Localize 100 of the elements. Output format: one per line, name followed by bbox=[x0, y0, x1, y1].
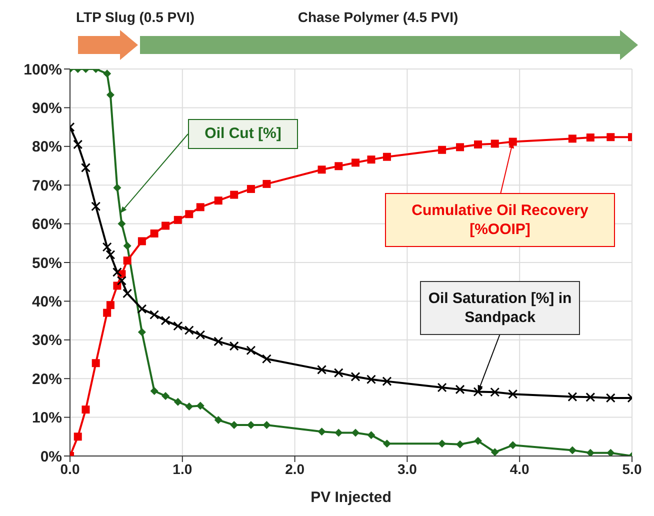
text: Cumulative Oil Recovery [%OOIP] bbox=[410, 200, 590, 240]
point bbox=[106, 250, 116, 260]
point bbox=[473, 387, 483, 397]
point bbox=[474, 436, 482, 445]
point bbox=[334, 428, 343, 437]
point bbox=[123, 242, 132, 250]
point bbox=[162, 222, 170, 230]
point bbox=[150, 229, 158, 238]
point bbox=[162, 392, 170, 400]
y-tick-label: 10% bbox=[32, 410, 62, 427]
y-tick-label: 0% bbox=[40, 448, 62, 466]
point bbox=[112, 267, 122, 277]
point bbox=[174, 216, 182, 224]
point bbox=[262, 354, 272, 364]
y-tick-label: 50% bbox=[32, 254, 62, 272]
point bbox=[106, 90, 114, 99]
point bbox=[230, 190, 238, 199]
point bbox=[113, 282, 122, 290]
point bbox=[262, 421, 271, 430]
point bbox=[113, 184, 122, 192]
text: LTP Slug (0.5 PVI) bbox=[76, 9, 195, 25]
point bbox=[82, 406, 90, 414]
point bbox=[150, 386, 158, 395]
point bbox=[196, 402, 204, 410]
point bbox=[568, 446, 576, 454]
point bbox=[123, 256, 132, 265]
x-tick-label: 0.0 bbox=[60, 460, 80, 477]
point bbox=[367, 431, 376, 440]
point bbox=[317, 364, 327, 374]
y-tick-label: 20% bbox=[32, 370, 62, 388]
point bbox=[437, 382, 447, 392]
point bbox=[106, 301, 114, 310]
point bbox=[91, 202, 101, 212]
text: Oil Saturation [%] in Sandpack bbox=[427, 288, 573, 328]
point bbox=[318, 166, 326, 174]
point bbox=[351, 428, 360, 437]
point bbox=[246, 184, 255, 193]
y-tick-label: 80% bbox=[32, 138, 62, 156]
point bbox=[122, 288, 132, 298]
point bbox=[508, 441, 517, 450]
point bbox=[262, 180, 271, 188]
point bbox=[382, 376, 392, 386]
point bbox=[606, 133, 615, 142]
point bbox=[490, 140, 499, 148]
point bbox=[318, 428, 326, 436]
point bbox=[246, 346, 256, 356]
x-tick-label: 2.0 bbox=[285, 460, 305, 477]
y-tick-label: 60% bbox=[32, 216, 62, 234]
point bbox=[214, 336, 224, 346]
point bbox=[382, 152, 391, 161]
point bbox=[196, 203, 204, 212]
point bbox=[508, 389, 518, 399]
x-tick-label: 3.0 bbox=[397, 460, 418, 477]
point bbox=[116, 276, 126, 286]
point bbox=[214, 416, 222, 424]
point bbox=[138, 237, 146, 246]
point bbox=[334, 162, 343, 170]
point bbox=[586, 134, 594, 142]
point bbox=[80, 162, 90, 172]
point bbox=[184, 325, 194, 335]
point bbox=[196, 330, 206, 340]
x-tick-label: 5.0 bbox=[622, 460, 642, 477]
x-axis-title: PV Injected bbox=[310, 489, 392, 506]
point bbox=[367, 156, 376, 164]
point bbox=[137, 304, 147, 314]
point bbox=[174, 398, 182, 406]
point bbox=[103, 70, 112, 78]
point bbox=[455, 384, 465, 394]
point bbox=[173, 321, 183, 331]
point bbox=[490, 448, 499, 456]
y-tick-label: 90% bbox=[32, 100, 62, 118]
point bbox=[606, 393, 616, 403]
point bbox=[586, 448, 594, 456]
point bbox=[185, 210, 194, 218]
point bbox=[74, 432, 82, 441]
point bbox=[568, 392, 578, 402]
text: Oil Cut [%] bbox=[204, 124, 282, 144]
point bbox=[229, 341, 239, 351]
point bbox=[456, 143, 464, 152]
y-tick-label: 40% bbox=[32, 294, 62, 311]
x-tick-label: 4.0 bbox=[510, 460, 530, 477]
point bbox=[103, 308, 112, 317]
point bbox=[351, 158, 360, 167]
point bbox=[456, 440, 464, 448]
point bbox=[474, 140, 482, 148]
point bbox=[438, 440, 446, 448]
point bbox=[102, 242, 112, 252]
point bbox=[334, 368, 344, 378]
text: Chase Polymer (4.5 PVI) bbox=[298, 9, 458, 25]
point bbox=[366, 374, 376, 384]
point bbox=[73, 140, 83, 150]
point bbox=[490, 387, 500, 397]
point bbox=[150, 310, 160, 320]
point bbox=[586, 392, 596, 402]
point bbox=[438, 146, 446, 154]
x-tick-label: 1.0 bbox=[172, 460, 192, 477]
y-tick-label: 70% bbox=[32, 177, 62, 194]
y-tick-label: 100% bbox=[24, 61, 62, 78]
y-tick-label: 30% bbox=[32, 332, 62, 350]
point bbox=[382, 440, 391, 448]
